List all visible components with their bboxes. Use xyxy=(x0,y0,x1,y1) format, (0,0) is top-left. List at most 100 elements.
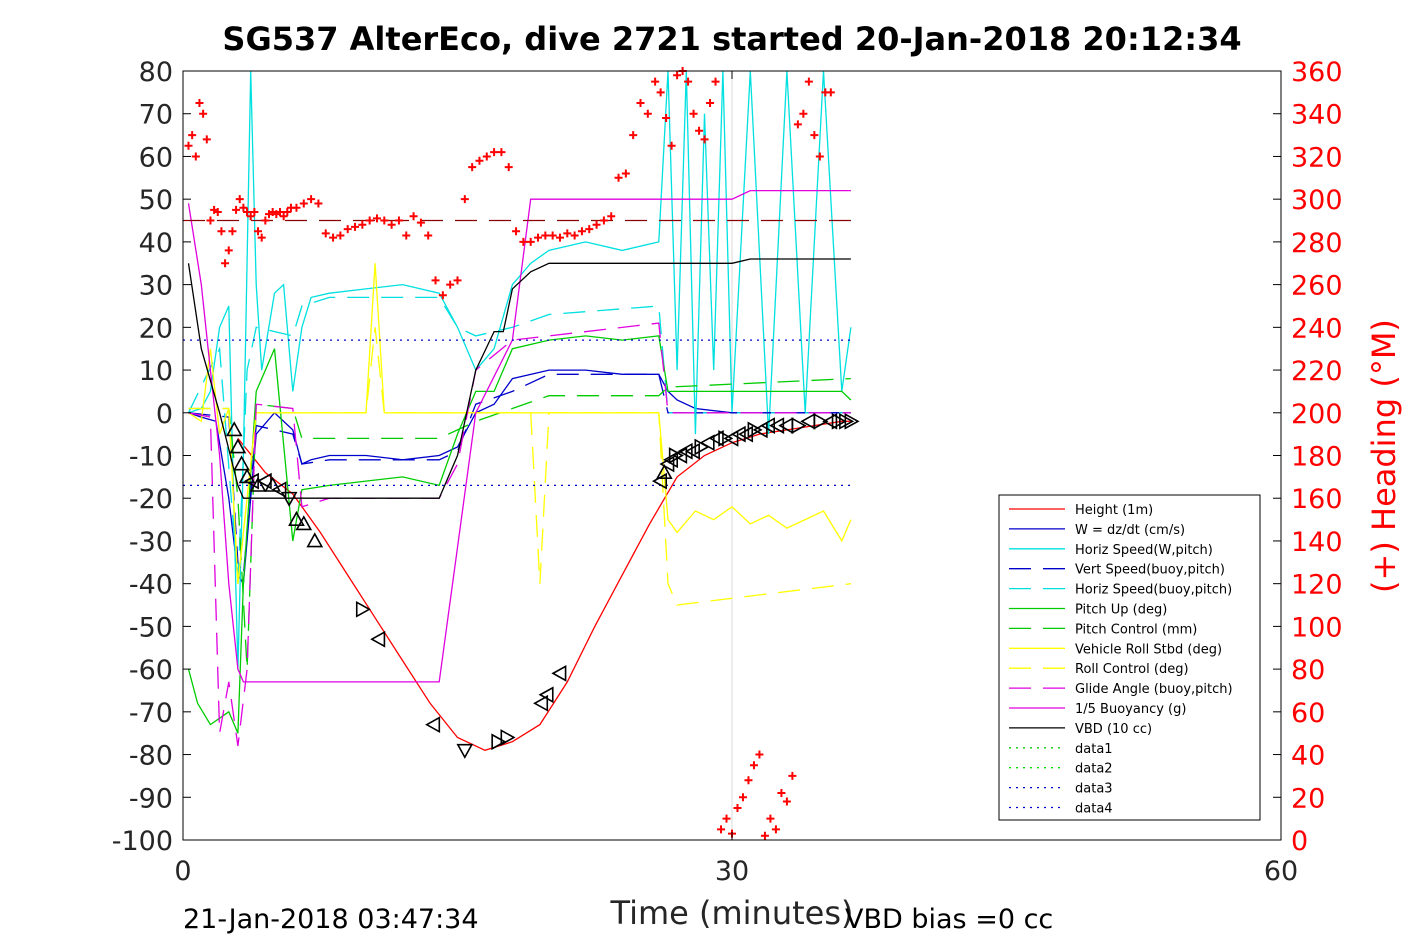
heading-point xyxy=(329,233,338,242)
heading-point xyxy=(519,237,528,246)
y-tick-label: 30 xyxy=(139,271,173,302)
right-y-tick-label: 140 xyxy=(1291,527,1343,558)
heading-point xyxy=(689,109,698,118)
heading-point xyxy=(570,231,579,240)
heading-point xyxy=(799,109,808,118)
y-tick-label: -20 xyxy=(129,484,173,515)
heading-point xyxy=(512,227,521,236)
heading-point xyxy=(460,195,469,204)
position-marker xyxy=(822,412,838,430)
x-axis-label: Time (minutes) xyxy=(610,894,854,932)
heading-point xyxy=(314,199,323,208)
heading-point xyxy=(662,113,671,122)
heading-point xyxy=(706,99,715,108)
position-marker xyxy=(500,729,516,746)
position-marker xyxy=(769,417,785,434)
heading-point xyxy=(358,220,367,229)
heading-point xyxy=(235,195,244,204)
right-y-tick-label: 340 xyxy=(1291,100,1343,131)
heading-point xyxy=(416,218,425,227)
heading-point xyxy=(749,761,758,770)
heading-points xyxy=(184,67,835,840)
heading-point xyxy=(387,220,396,229)
heading-point xyxy=(599,216,608,225)
x-tick-label: 0 xyxy=(174,856,191,887)
series-group xyxy=(183,70,852,751)
legend-label-2: Horiz Speed(W,pitch) xyxy=(1075,543,1213,558)
heading-point xyxy=(221,259,230,268)
heading-point xyxy=(826,88,835,97)
heading-point xyxy=(722,814,731,823)
heading-point xyxy=(351,222,360,231)
position-marker xyxy=(662,451,679,469)
right-y-tick-label: 280 xyxy=(1291,228,1343,259)
position-marker xyxy=(699,434,715,452)
position-marker xyxy=(730,425,746,443)
heading-point xyxy=(651,77,660,86)
heading-point xyxy=(592,220,601,229)
y-tick-label: -100 xyxy=(112,826,173,857)
heading-point xyxy=(254,227,263,236)
y-tick-label: 80 xyxy=(139,57,173,88)
heading-point xyxy=(468,163,477,172)
position-marker xyxy=(718,430,734,447)
y-tick-label: 0 xyxy=(156,399,173,430)
legend-label-6: Pitch Control (mm) xyxy=(1075,622,1197,637)
x-tick-label: 60 xyxy=(1264,856,1298,887)
position-marker xyxy=(264,476,282,492)
heading-point xyxy=(793,120,802,129)
heading-point xyxy=(431,276,440,285)
y-tick-label: 20 xyxy=(139,313,173,344)
heading-point xyxy=(372,214,381,223)
heading-point xyxy=(788,771,797,780)
heading-point xyxy=(541,231,550,240)
heading-point xyxy=(482,152,491,161)
heading-point xyxy=(490,148,499,157)
position-marker xyxy=(759,417,775,434)
position-marker xyxy=(533,694,549,712)
heading-point xyxy=(213,207,222,216)
heading-point xyxy=(700,135,709,144)
position-marker xyxy=(831,412,847,430)
heading-point xyxy=(424,231,433,240)
y-tick-label: -80 xyxy=(129,741,173,772)
position-marker xyxy=(747,421,763,439)
heading-point xyxy=(526,237,535,246)
position-marker xyxy=(456,743,474,759)
legend-label-4: Horiz Speed(buoy,pitch) xyxy=(1075,583,1232,598)
y-tick-label: 10 xyxy=(139,356,173,387)
heading-point xyxy=(365,216,374,225)
heading-point xyxy=(577,227,586,236)
heading-point xyxy=(336,231,345,240)
right-y-tick-label: 20 xyxy=(1291,783,1325,814)
position-marker xyxy=(723,430,739,447)
legend-label-14: data3 xyxy=(1075,782,1113,797)
heading-point xyxy=(667,141,676,150)
y-tick-label: 40 xyxy=(139,228,173,259)
heading-point xyxy=(760,831,769,840)
y-tick-label: -90 xyxy=(129,783,173,814)
legend-label-7: Vehicle Roll Stbd (deg) xyxy=(1075,642,1222,657)
position-marker xyxy=(370,630,386,648)
position-marker xyxy=(233,455,250,471)
position-marker xyxy=(225,421,243,437)
heading-point xyxy=(446,280,455,289)
right-y-tick-label: 220 xyxy=(1291,356,1343,387)
position-marker xyxy=(538,686,554,704)
y-tick-label: -60 xyxy=(129,655,173,686)
position-marker xyxy=(708,430,724,447)
heading-point xyxy=(563,229,572,238)
heading-point xyxy=(497,148,506,157)
heading-point xyxy=(453,276,462,285)
heading-point xyxy=(321,229,330,238)
y-tick-label: 60 xyxy=(139,142,173,173)
legend-label-15: data4 xyxy=(1075,802,1113,817)
heading-point xyxy=(548,231,557,240)
heading-point xyxy=(777,789,786,798)
position-marker xyxy=(229,438,247,454)
legend-label-9: Glide Angle (buoy,pitch) xyxy=(1075,682,1233,697)
footer-vbd-bias: VBD bias =0 cc xyxy=(845,904,1053,935)
heading-point xyxy=(343,225,352,234)
heading-point xyxy=(228,227,237,236)
